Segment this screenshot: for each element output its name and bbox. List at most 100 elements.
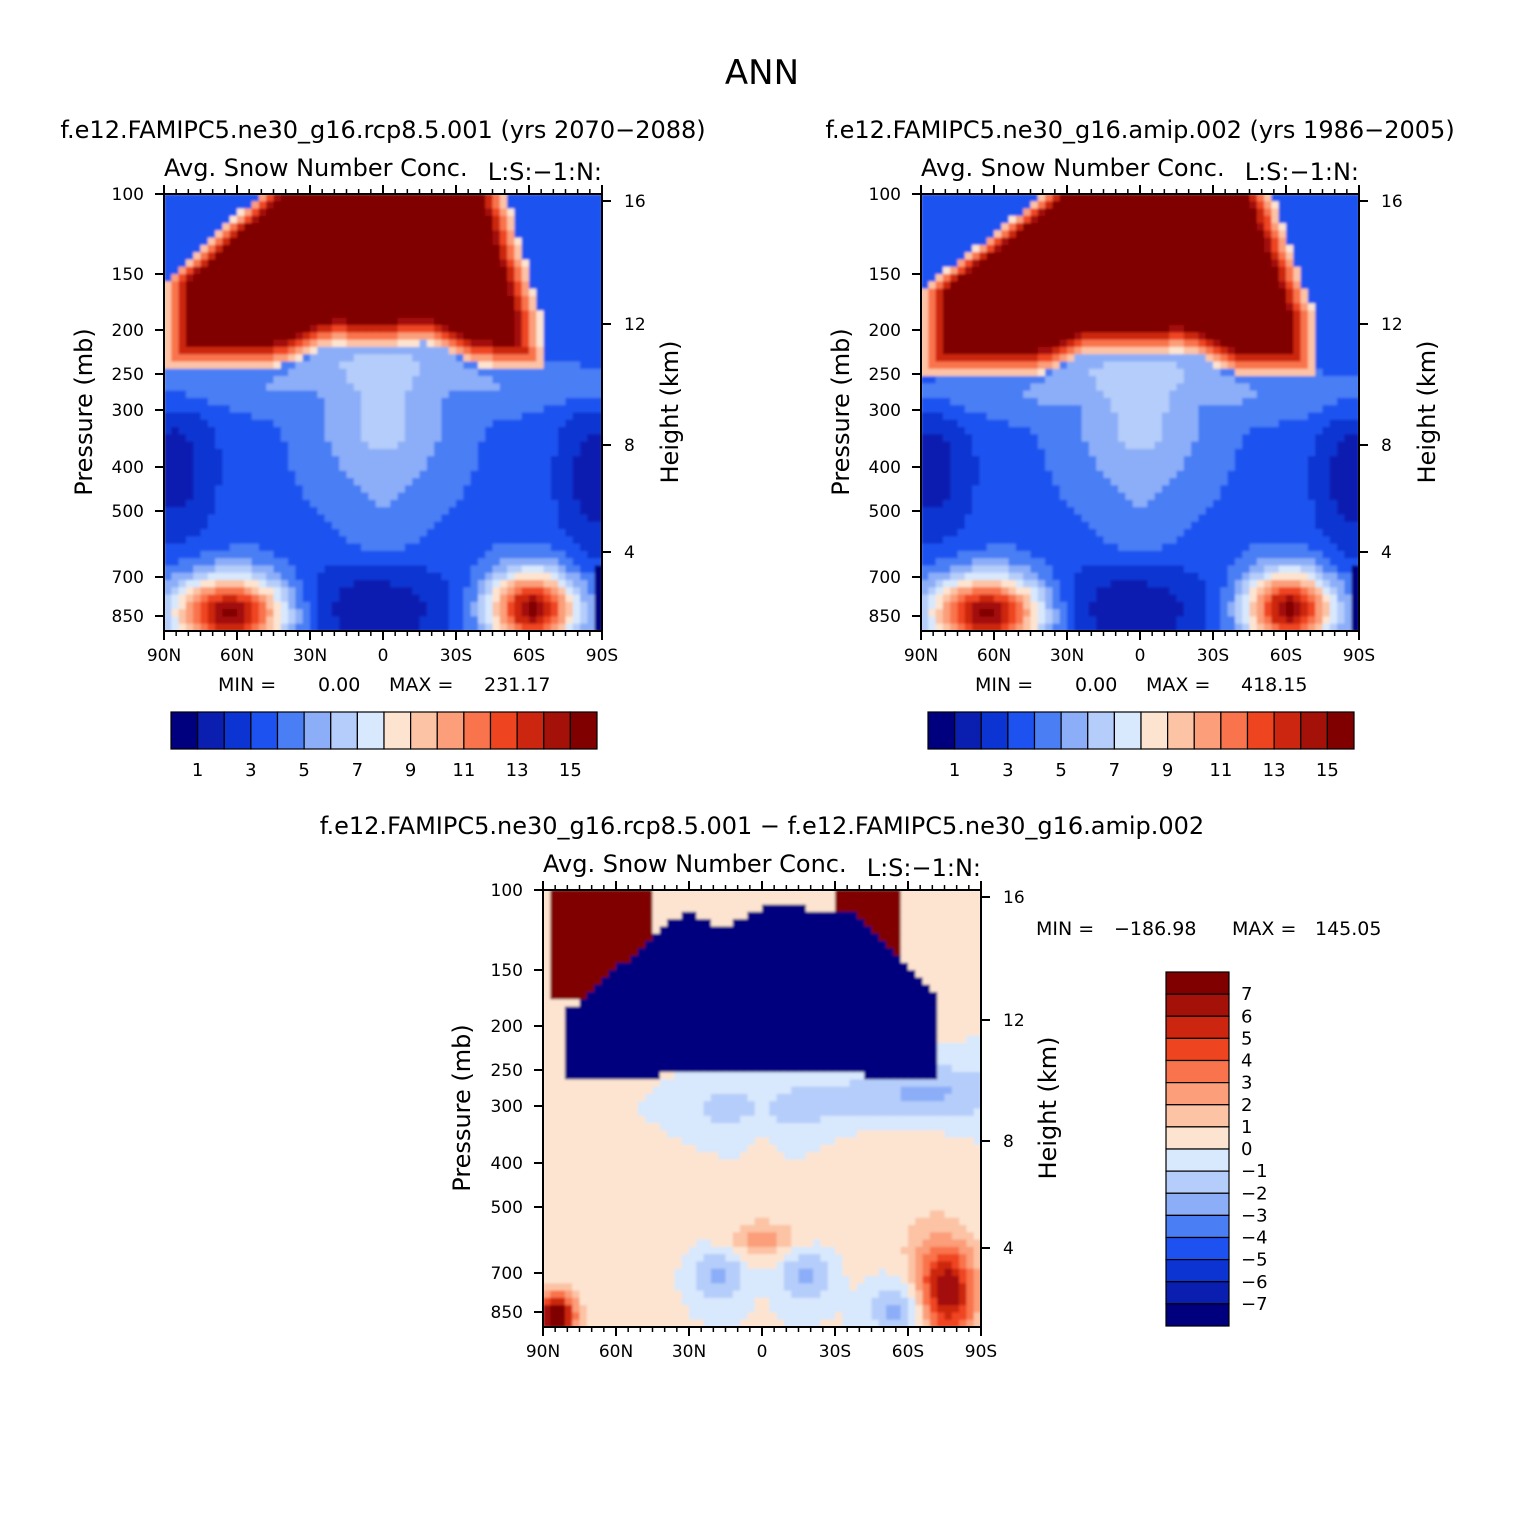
field-cell xyxy=(463,529,471,537)
field-cell xyxy=(230,398,238,406)
field-cell xyxy=(1082,209,1090,217)
field-cell xyxy=(259,281,267,289)
field-cell xyxy=(230,449,238,457)
field-cell xyxy=(1308,274,1316,282)
field-cell xyxy=(186,522,194,530)
field-cell xyxy=(1264,209,1272,217)
field-cell xyxy=(587,194,595,202)
field-cell xyxy=(171,471,179,479)
field-cell xyxy=(551,332,559,340)
field-cell xyxy=(179,449,187,457)
field-cell xyxy=(347,536,355,544)
field-cell xyxy=(1308,201,1316,209)
field-cell xyxy=(347,383,355,391)
field-cell xyxy=(979,260,987,268)
field-cell xyxy=(994,325,1002,333)
field-cell xyxy=(376,209,384,217)
field-cell xyxy=(179,471,187,479)
field-cell xyxy=(361,332,369,340)
field-cell xyxy=(1089,194,1097,202)
field-cell xyxy=(383,551,391,559)
field-cell xyxy=(514,587,522,595)
field-cell xyxy=(361,340,369,348)
field-cell xyxy=(1162,274,1170,282)
field-cell xyxy=(507,238,515,246)
field-cell xyxy=(310,391,318,399)
field-cell xyxy=(390,274,398,282)
field-cell xyxy=(281,529,289,537)
field-cell xyxy=(580,602,588,610)
field-cell xyxy=(1038,223,1046,231)
field-cell xyxy=(208,201,216,209)
field-cell xyxy=(186,252,194,260)
field-cell xyxy=(317,529,325,537)
field-cell xyxy=(449,398,457,406)
field-cell xyxy=(237,267,245,275)
field-cell xyxy=(281,565,289,573)
field-cell xyxy=(347,449,355,457)
field-cell xyxy=(1140,245,1148,253)
field-cell xyxy=(259,522,267,530)
field-cell xyxy=(1038,332,1046,340)
field-cell xyxy=(252,434,260,442)
field-cell xyxy=(471,514,479,522)
field-cell xyxy=(573,558,581,566)
field-cell xyxy=(558,529,566,537)
field-cell xyxy=(208,420,216,428)
field-cell xyxy=(507,354,515,362)
field-cell xyxy=(164,354,172,362)
field-cell xyxy=(398,551,406,559)
field-cell xyxy=(1104,209,1112,217)
field-cell xyxy=(427,311,435,319)
y-tick-label: 700 xyxy=(112,568,144,588)
field-cell xyxy=(274,311,282,319)
field-cell xyxy=(317,456,325,464)
field-cell xyxy=(471,209,479,217)
field-cell xyxy=(434,296,442,304)
field-cell xyxy=(317,245,325,253)
field-cell xyxy=(171,332,179,340)
field-cell xyxy=(230,500,238,508)
field-cell xyxy=(500,303,508,311)
field-cell xyxy=(427,216,435,224)
field-cell xyxy=(514,551,522,559)
field-cell xyxy=(536,194,544,202)
field-cell xyxy=(1016,274,1024,282)
field-cell xyxy=(310,485,318,493)
field-cell xyxy=(456,245,464,253)
field-cell xyxy=(274,216,282,224)
panel-rcp85-units: L:S:−1:N: xyxy=(488,158,602,186)
field-cell xyxy=(1184,289,1192,297)
field-cell xyxy=(958,223,966,231)
field-cell xyxy=(536,354,544,362)
field-cell xyxy=(536,449,544,457)
field-cell xyxy=(441,420,449,428)
field-cell xyxy=(317,376,325,384)
field-cell xyxy=(478,587,486,595)
field-cell xyxy=(1082,201,1090,209)
field-cell xyxy=(164,595,172,603)
field-cell xyxy=(1169,296,1177,304)
field-cell xyxy=(244,449,252,457)
field-cell xyxy=(237,405,245,413)
colorbar-label: 15 xyxy=(559,760,582,781)
field-cell xyxy=(1133,194,1141,202)
field-cell xyxy=(420,281,428,289)
field-cell xyxy=(463,260,471,268)
field-cell xyxy=(1184,318,1192,326)
field-cell xyxy=(295,216,303,224)
field-cell xyxy=(1257,252,1265,260)
field-cell xyxy=(965,332,973,340)
field-cell xyxy=(376,369,384,377)
field-cell xyxy=(274,325,282,333)
field-cell xyxy=(551,405,559,413)
field-cell xyxy=(1293,245,1301,253)
field-cell xyxy=(921,303,929,311)
field-cell xyxy=(580,565,588,573)
field-cell xyxy=(507,493,515,501)
field-cell xyxy=(558,252,566,260)
field-cell xyxy=(587,420,595,428)
field-cell xyxy=(208,405,216,413)
field-cell xyxy=(1257,245,1265,253)
field-cell xyxy=(259,427,267,435)
